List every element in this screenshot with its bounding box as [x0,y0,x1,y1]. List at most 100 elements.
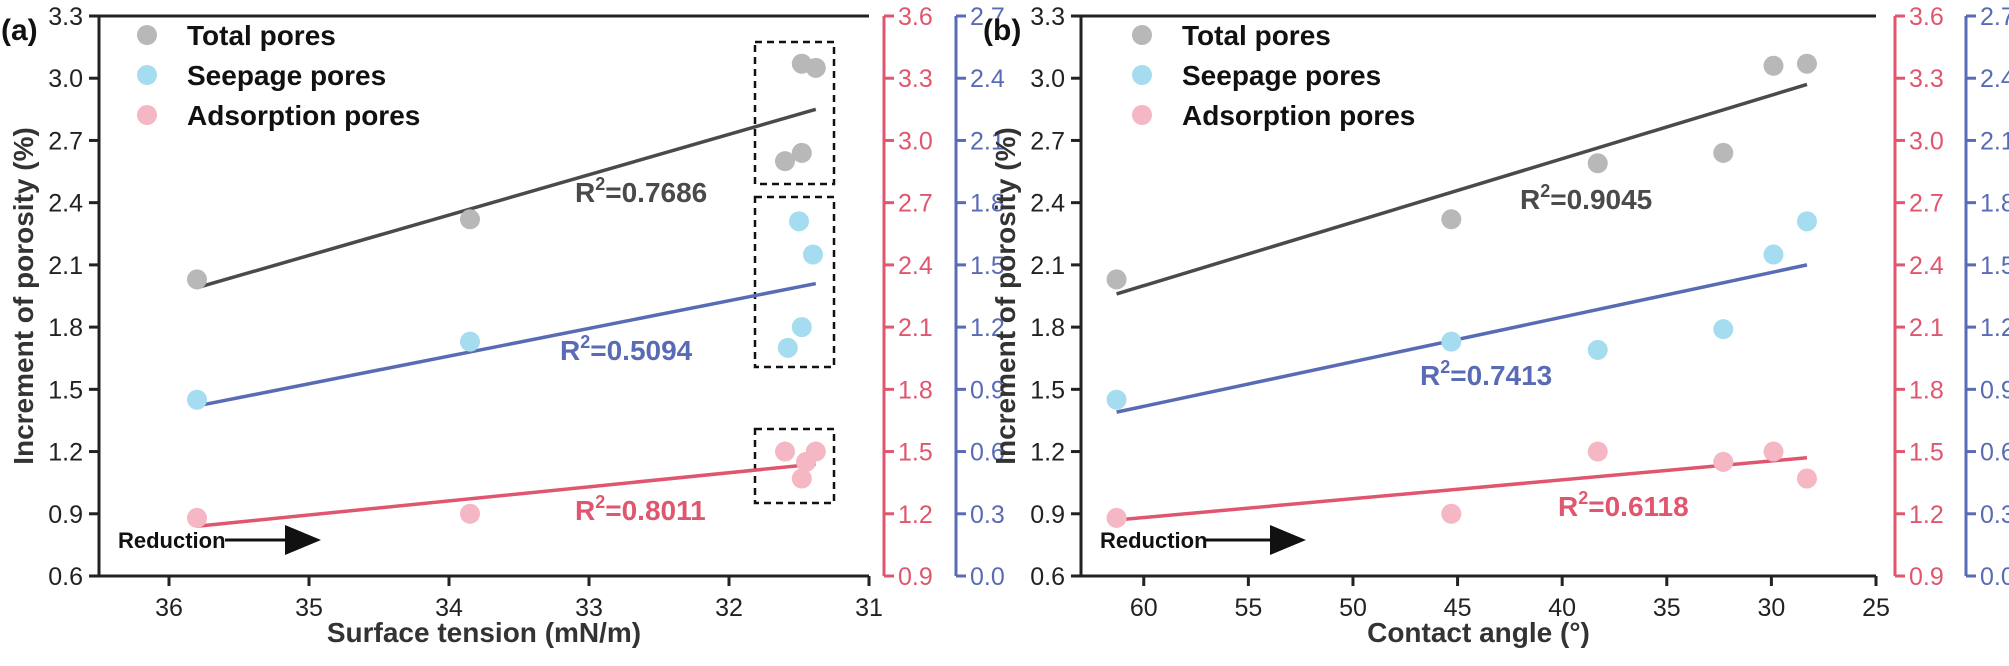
chart-panel-a: 36 35 34 33 32 31 0.6 0.9 1.2 1.5 1.8 2.1 2.4 2.7 3.0 3… [1,3,1005,648]
adsorption-r2-label: R2=0.6118 [1558,488,1689,522]
seepage-fit-line [1116,263,1808,414]
seepage-data-point [1713,319,1734,340]
y-tick-label-right-blue: 2.4 [1980,65,2009,93]
seepage-data-point [803,244,823,265]
adsorption-data-point [1587,441,1608,462]
x-tick-label: 33 [575,594,603,622]
adsorption-data-point [187,507,207,528]
y-tick-label-right-red: 2.1 [898,314,933,342]
adsorption-data-point [1441,503,1462,524]
y-tick-label-right-blue: 1.2 [970,314,1005,342]
chart-panel-b: 60 55 50 45 40 35 30 25 0.6 0.9 1.2 1.5 1.8 2.1 2.4 2.7… [983,3,2009,648]
y-tick-label-right-red: 3.3 [898,65,933,93]
x-tick-label: 55 [1234,594,1262,622]
x-axis-title: Surface tension (mN/m) [327,617,641,648]
adsorption-data-point [1713,451,1734,472]
y-tick-label-right-red: 2.4 [898,252,933,280]
y-tick-label-right-red: 3.0 [1909,127,1944,155]
adsorption-fit-line [196,462,816,528]
y-tick-label-right-blue: 1.5 [1980,252,2009,280]
y-tick-label-right-blue: 1.8 [1980,190,2009,218]
total-data-point [791,142,812,163]
legend-marker-total [137,25,157,45]
y-axis-title: Increment of porosity (%) [8,127,39,465]
y-tick-label-left: 1.2 [1030,439,1065,467]
total-fit-line [196,107,817,290]
legend-label-adsorption: Adsorption pores [187,100,420,131]
y-tick-label-right-blue: 0.0 [1980,563,2009,591]
seepage-data-point [187,389,207,410]
y-tick-label-right-blue: 1.5 [970,252,1005,280]
dashed-highlight-box [753,40,836,186]
y-tick-label-right-blue: 2.4 [970,65,1005,93]
y-tick-label-right-red: 2.7 [898,190,933,218]
seepage-fit-line [196,281,817,408]
x-tick-label: 31 [855,594,883,622]
seepage-data-point [1796,211,1817,232]
y-tick-label-right-red: 3.6 [1909,3,1944,31]
seepage-data-point [1106,389,1127,410]
adsorption-data-point [775,441,795,462]
x-tick-label: 34 [435,594,463,622]
y-tick-label-right-red: 1.8 [898,376,933,404]
x-tick-label: 25 [1862,594,1890,622]
y-tick-label-right-blue: 2.7 [1980,3,2009,31]
y-tick-label-left: 2.1 [48,252,83,280]
dashed-highlight-box [753,427,836,505]
y-tick-label-right-blue: 0.3 [1980,501,2009,529]
adsorption-data-point [805,441,826,462]
legend-marker-seepage [1132,65,1152,85]
x-tick-label: 32 [715,594,743,622]
y-tick-label-left: 3.0 [1030,65,1065,93]
y-tick-label-right-blue: 0.0 [970,563,1005,591]
y-tick-label-left: 0.6 [48,563,83,591]
y-tick-label-right-red: 1.5 [898,439,933,467]
legend-marker-total [1132,25,1152,45]
y-tick-label-right-blue: 1.8 [970,190,1005,218]
total-r2-label: R2=0.9045 [1520,181,1652,215]
total-data-point [460,209,480,230]
total-data-point [187,269,207,290]
seepage-data-point [1587,339,1608,360]
panel-label: (a) [1,14,38,47]
y-tick-label-right-blue: 0.6 [1980,439,2009,467]
legend-marker-adsorption [137,105,157,125]
seepage-data-point [460,331,480,352]
y-tick-label-right-blue: 0.9 [1980,376,2009,404]
y-tick-label-right-red: 2.1 [1909,314,1944,342]
y-tick-label-right-blue: 0.9 [970,376,1005,404]
x-tick-label: 36 [155,594,183,622]
y-tick-label-left: 0.9 [1030,501,1065,529]
seepage-data-point [1763,244,1784,265]
y-tick-label-right-red: 1.2 [898,501,933,529]
seepage-data-point [777,337,798,358]
seepage-data-point [791,317,812,338]
y-tick-label-right-red: 0.9 [898,563,933,591]
total-fit-line [1116,82,1808,296]
y-tick-label-left: 0.6 [1030,563,1065,591]
adsorption-data-point [791,468,812,489]
y-tick-label-right-blue: 1.2 [1980,314,2009,342]
y-tick-label-right-red: 2.4 [1909,252,1944,280]
y-tick-label-right-red: 3.6 [898,3,933,31]
adsorption-data-point [1106,507,1127,528]
legend-label-total: Total pores [187,20,336,51]
adsorption-fit-line [1116,456,1808,522]
legend-marker-seepage [137,65,157,85]
y-tick-label-right-blue: 2.7 [970,3,1005,31]
y-tick-label-left: 3.0 [48,65,83,93]
seepage-data-point [1441,331,1462,352]
y-tick-label-right-blue: 2.1 [1980,127,2009,155]
y-tick-label-right-red: 3.3 [1909,65,1944,93]
legend-label-adsorption: Adsorption pores [1182,100,1415,131]
total-data-point [1796,53,1817,74]
legend-label-seepage: Seepage pores [187,60,386,91]
y-axis-title: Increment of porosity (%) [990,127,1021,465]
total-data-point [1713,142,1734,163]
y-tick-label-left: 2.4 [48,190,83,218]
y-tick-label-right-red: 3.0 [898,127,933,155]
y-tick-label-right-red: 1.8 [1909,376,1944,404]
total-r2-label: R2=0.7686 [575,174,707,208]
x-tick-label: 35 [1653,594,1681,622]
